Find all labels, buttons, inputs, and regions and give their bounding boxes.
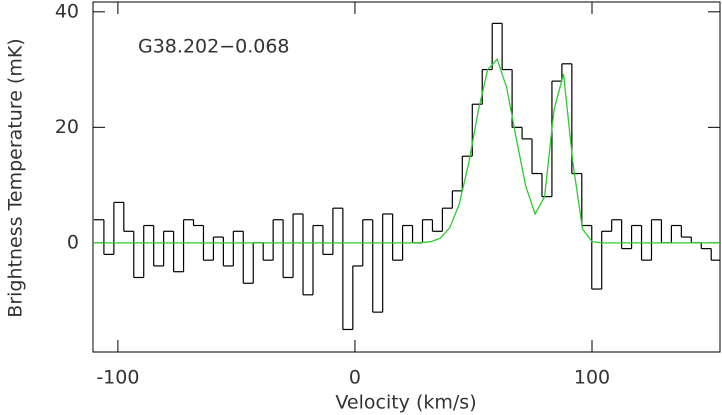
x-axis-label: Velocity (km/s)	[335, 392, 476, 414]
y-axis-label: Brightness Temperature (mK)	[5, 38, 27, 317]
x-tick-label: 0	[349, 367, 361, 389]
y-tick-label: 20	[55, 116, 79, 138]
annotation: G38.202−0.068	[138, 36, 290, 58]
y-tick-label: 0	[67, 231, 79, 253]
y-tick-label: 40	[55, 0, 79, 22]
x-tick-label: -100	[96, 367, 139, 389]
x-tick-label: 100	[574, 367, 610, 389]
plot-frame	[92, 1, 721, 353]
gaussian-fit	[93, 57, 720, 244]
